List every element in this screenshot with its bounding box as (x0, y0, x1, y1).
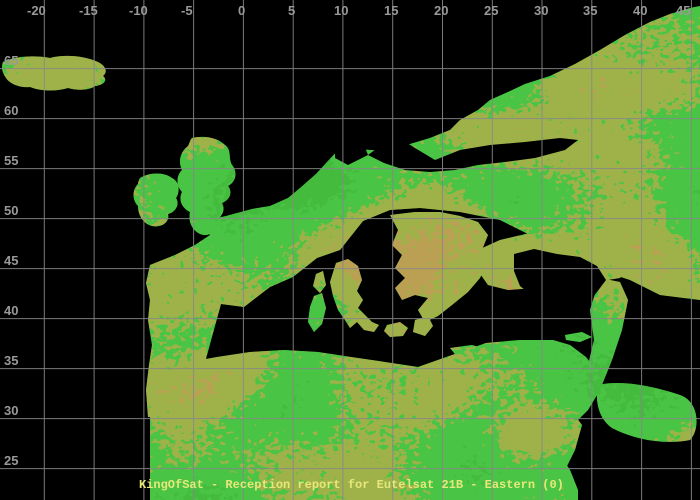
svg-text:65: 65 (4, 53, 18, 68)
svg-text:25: 25 (4, 453, 18, 468)
svg-text:25: 25 (484, 3, 498, 18)
svg-text:-5: -5 (181, 3, 193, 18)
svg-text:45: 45 (676, 3, 690, 18)
svg-text:40: 40 (633, 3, 647, 18)
svg-text:20: 20 (434, 3, 448, 18)
svg-text:35: 35 (4, 353, 18, 368)
svg-text:30: 30 (4, 403, 18, 418)
svg-text:30: 30 (534, 3, 548, 18)
svg-text:-10: -10 (129, 3, 148, 18)
svg-text:45: 45 (4, 253, 18, 268)
svg-text:10: 10 (334, 3, 348, 18)
svg-text:5: 5 (288, 3, 295, 18)
svg-text:40: 40 (4, 303, 18, 318)
svg-text:60: 60 (4, 103, 18, 118)
svg-text:0: 0 (238, 3, 245, 18)
svg-text:15: 15 (384, 3, 398, 18)
svg-text:-15: -15 (79, 3, 98, 18)
svg-text:KingOfSat - Reception report f: KingOfSat - Reception report for Eutelsa… (139, 478, 564, 492)
svg-text:55: 55 (4, 153, 18, 168)
svg-text:50: 50 (4, 203, 18, 218)
svg-text:35: 35 (583, 3, 597, 18)
svg-text:-20: -20 (27, 3, 46, 18)
